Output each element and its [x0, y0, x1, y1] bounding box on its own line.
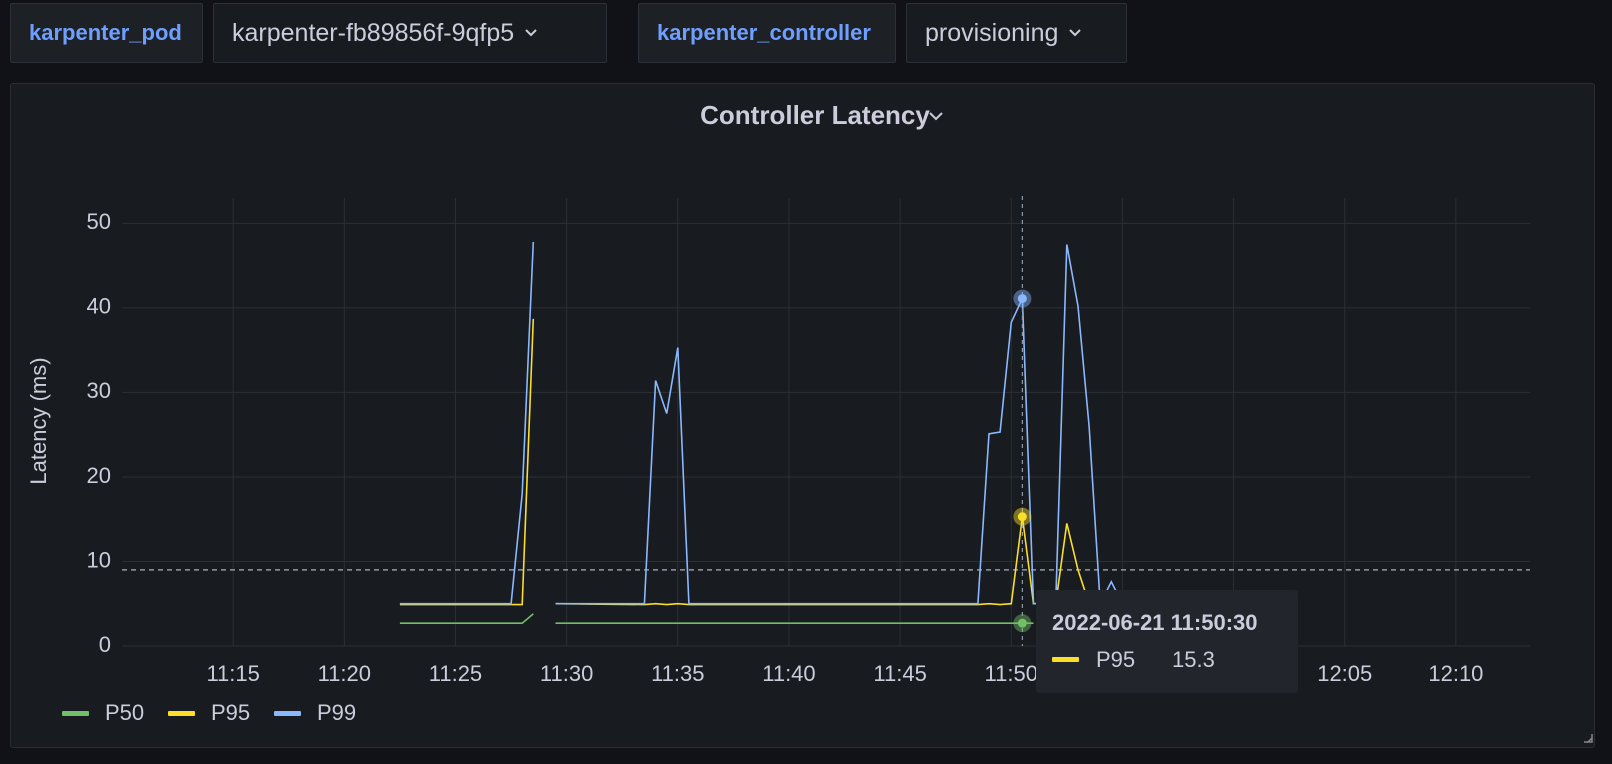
tooltip-series: P95 [1096, 647, 1135, 672]
hover-point [1017, 294, 1027, 304]
x-tick-label: 11:20 [318, 661, 371, 686]
legend-label[interactable]: P50 [105, 700, 144, 725]
y-tick-label: 0 [99, 632, 111, 657]
x-tick-label: 11:45 [873, 661, 926, 686]
series-line [399, 241, 1124, 607]
x-tick-label: 11:50 [985, 661, 1038, 686]
tooltip-swatch [1052, 657, 1079, 662]
variable-label: karpenter_controller [638, 3, 896, 63]
title-chevron [929, 112, 943, 121]
variable-dropdown[interactable]: provisioning [906, 3, 1127, 63]
chart-title[interactable]: Controller Latency [700, 100, 930, 130]
tooltip-time: 2022-06-21 11:50:30 [1052, 610, 1258, 635]
chevron [525, 29, 537, 37]
y-tick-label: 20 [87, 463, 111, 488]
grid [122, 198, 1530, 647]
tooltip-value: 15.3 [1172, 647, 1215, 672]
y-tick-label: 40 [87, 294, 111, 319]
variable-value: karpenter-fb89856f-9qfp5 [232, 18, 515, 47]
legend-swatch [62, 711, 89, 716]
series-line [399, 318, 1090, 606]
y-axis-label: Latency (ms) [26, 357, 51, 484]
x-tick-label: 12:10 [1428, 661, 1483, 686]
x-tick-label: 12:05 [1317, 661, 1372, 686]
hover-point [1017, 512, 1027, 522]
chevron [1069, 29, 1082, 37]
variable-value: provisioning [925, 18, 1059, 47]
hover-point [1017, 618, 1027, 628]
panel [10, 83, 1595, 748]
x-tick-label: 11:25 [429, 661, 482, 686]
x-tick-label: 11:40 [762, 661, 815, 686]
legend-swatch [168, 711, 195, 716]
resize-handle[interactable] [1584, 734, 1593, 743]
legend-label[interactable]: P95 [211, 700, 250, 725]
x-tick-label: 11:15 [206, 661, 259, 686]
variable-dropdown[interactable]: karpenter-fb89856f-9qfp5 [213, 3, 607, 63]
x-tick-label: 11:35 [651, 661, 704, 686]
series-line [399, 613, 1034, 624]
y-tick-label: 10 [87, 547, 111, 572]
legend-swatch [274, 711, 301, 716]
y-tick-label: 30 [87, 378, 111, 403]
variable-label: karpenter_pod [10, 3, 203, 63]
tooltip [1036, 590, 1298, 693]
x-tick-label: 11:30 [540, 661, 593, 686]
legend-label[interactable]: P99 [317, 700, 356, 725]
y-tick-label: 50 [87, 209, 111, 234]
